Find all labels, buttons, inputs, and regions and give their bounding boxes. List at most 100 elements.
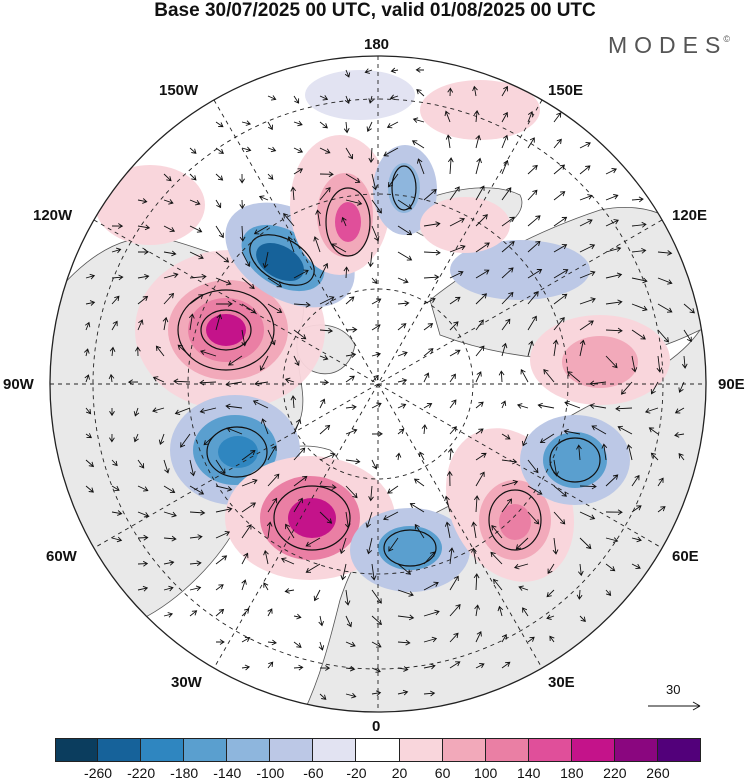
wind-arrow: [475, 134, 481, 149]
wind-arrow: [83, 348, 90, 357]
wind-arrow: [474, 604, 481, 617]
wind-arrow: [267, 146, 277, 153]
wind-arrow: [253, 225, 269, 235]
wind-arrow: [267, 661, 274, 669]
wind-arrow: [605, 327, 623, 334]
wind-arrow: [473, 573, 480, 591]
wind-arrow: [319, 424, 331, 435]
lon-label-120w: 120W: [33, 207, 73, 224]
wind-arrow: [215, 506, 233, 513]
wind-arrow: [371, 615, 383, 625]
wind-arrow: [473, 110, 480, 123]
wind-arrow: [579, 339, 586, 357]
wind-arrow: [199, 379, 217, 386]
wind-arrow: [497, 605, 504, 617]
wind-arrow: [267, 639, 277, 646]
wind-arrow: [605, 219, 619, 227]
wind-arrow: [331, 243, 347, 253]
wind-arrow: [318, 641, 325, 651]
wind-arrow: [552, 537, 559, 555]
wind-arrow: [345, 615, 352, 628]
wind-arrow: [527, 459, 539, 474]
map-title: Base 30/07/2025 00 UTC, valid 01/08/2025…: [154, 0, 596, 21]
wind-arrow: [85, 485, 94, 493]
wind-arrow: [137, 485, 149, 492]
anomaly-fields: [95, 70, 670, 592]
wind-arrow: [135, 346, 141, 357]
wind-arrow: [387, 485, 399, 494]
wind-arrow: [518, 585, 529, 591]
wind-arrow: [449, 217, 465, 227]
wind-arrow: [345, 352, 357, 358]
wind-arrow: [109, 408, 115, 417]
reference-arrow-icon: [648, 701, 701, 711]
wind-arrow: [620, 381, 633, 395]
wind-arrow: [553, 216, 568, 227]
wind-arrow: [189, 509, 206, 516]
colorbar-tick-label: -180: [170, 765, 199, 781]
wind-arrow: [239, 199, 246, 210]
wind-arrow: [549, 635, 555, 643]
wind-arrow: [498, 370, 505, 383]
wind-arrow: [241, 502, 257, 513]
wind-arrow: [475, 371, 482, 383]
wind-arrow: [397, 300, 410, 307]
colorbar-tick-label: 180: [560, 765, 584, 781]
wind-arrow: [397, 225, 413, 236]
lon-label-90w: 90W: [3, 376, 34, 393]
wind-arrow: [285, 523, 295, 539]
wind-arrow: [605, 246, 622, 253]
wind-arrow: [85, 459, 95, 468]
wind-arrow: [539, 433, 555, 444]
wind-arrow: [553, 269, 569, 279]
wind-arrow: [683, 303, 695, 314]
wind-arrow: [527, 189, 538, 201]
wind-arrow: [579, 165, 591, 175]
wind-arrow: [177, 344, 191, 357]
wind-arrow: [162, 316, 169, 331]
wind-arrow: [263, 549, 269, 565]
wind-arrow: [421, 424, 428, 435]
wind-arrow: [475, 185, 485, 201]
wind-arrow: [293, 120, 303, 127]
wind-arrow: [85, 433, 93, 439]
wind-arrow: [188, 313, 195, 331]
wind-arrow: [319, 327, 334, 334]
wind-arrow: [678, 453, 685, 461]
wind-arrow: [631, 536, 642, 543]
wind-arrow: [475, 663, 485, 669]
wind-arrow: [345, 173, 361, 183]
wind-arrow: [111, 459, 118, 467]
wind-arrow: [447, 157, 454, 175]
wind-arrow: [553, 244, 568, 253]
wind-arrow: [447, 87, 454, 97]
wind-arrow: [383, 511, 399, 521]
wind-arrow: [631, 563, 641, 570]
wind-arrow: [215, 313, 223, 331]
wind-arrow: [576, 589, 583, 600]
colorbar-swatch: [528, 738, 572, 762]
wind-arrow: [657, 250, 673, 256]
wind-arrow: [605, 589, 612, 596]
wind-arrow: [475, 345, 485, 357]
wind-arrow: [189, 173, 197, 181]
wind-arrow: [371, 431, 383, 437]
wind-arrow: [293, 641, 302, 648]
wind-arrow: [371, 641, 382, 648]
wind-arrow: [423, 323, 434, 331]
wind-arrow: [447, 447, 454, 461]
graticule: [50, 56, 706, 712]
wind-arrow: [475, 242, 490, 253]
wind-arrow: [367, 251, 374, 268]
wind-arrow: [215, 225, 224, 239]
wind-arrow: [133, 407, 140, 417]
wind-arrow: [605, 272, 623, 279]
positive-anomaly-central-siberia-core: [562, 336, 638, 388]
wind-arrow: [579, 615, 586, 623]
wind-arrow: [293, 447, 306, 461]
wind-arrow: [449, 270, 464, 279]
wind-arrow: [345, 458, 361, 465]
wind-arrow: [423, 297, 436, 305]
reference-vector: 30: [646, 682, 706, 712]
wind-arrow: [449, 349, 461, 357]
